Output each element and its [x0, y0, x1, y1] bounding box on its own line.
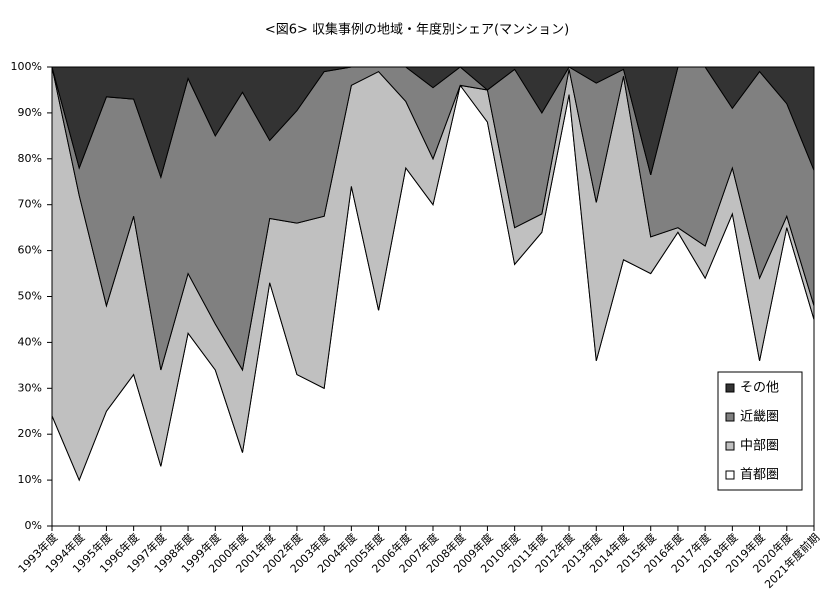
y-tick-label: 90% — [18, 106, 42, 119]
legend-label: 首都圏 — [740, 468, 779, 483]
y-tick-label: 10% — [18, 473, 42, 486]
legend-swatch — [725, 470, 735, 480]
legend-swatch — [725, 412, 735, 422]
y-tick-label: 60% — [18, 244, 42, 257]
y-tick-label: 70% — [18, 198, 42, 211]
y-tick-label: 100% — [11, 60, 42, 73]
y-tick-label: 50% — [18, 290, 42, 303]
legend-label: その他 — [740, 381, 779, 396]
legend-swatch — [725, 441, 735, 451]
y-tick-label: 80% — [18, 152, 42, 165]
y-tick-label: 30% — [18, 381, 42, 394]
legend-swatch — [725, 383, 735, 393]
y-tick-label: 20% — [18, 427, 42, 440]
legend-label: 中部圏 — [740, 439, 779, 454]
y-tick-label: 0% — [25, 519, 42, 532]
chart-title: <図6> 収集事例の地域・年度別シェア(マンション) — [265, 22, 569, 38]
y-tick-label: 40% — [18, 335, 42, 348]
legend-label: 近畿圏 — [740, 410, 779, 425]
